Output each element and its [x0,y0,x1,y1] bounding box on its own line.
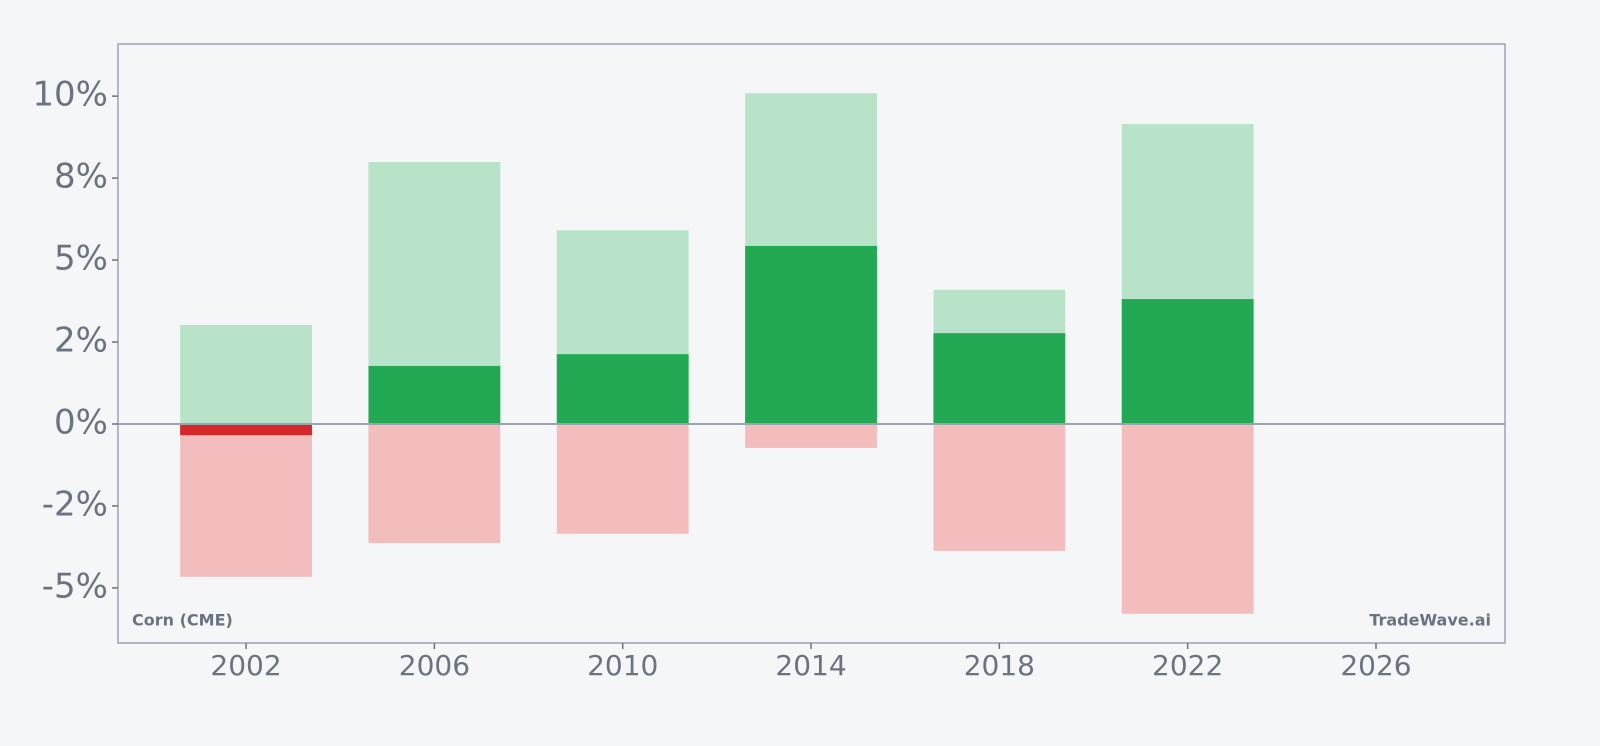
y-tick-label: 8% [54,157,108,197]
bar [368,365,501,424]
y-tick-label: 2% [54,321,108,361]
bar [933,423,1066,551]
x-tick-label: 2010 [587,649,658,682]
bar [180,423,312,577]
annotation: TradeWave.ai [1369,611,1491,630]
bar [1121,299,1254,424]
annotation: Corn (CME) [132,611,233,630]
y-tick-label: -2% [42,484,108,524]
bar [180,423,312,436]
y-tick-label: 10% [32,75,108,115]
y-tick-label: -5% [42,566,108,606]
x-tick-label: 2014 [775,649,846,682]
x-tick-label: 2002 [210,649,281,682]
bar [1121,423,1254,614]
x-tick-label: 2026 [1340,649,1411,682]
bar [556,423,689,534]
bar [745,423,877,448]
y-tick-label: 0% [54,402,108,442]
x-tick-label: 2018 [964,649,1035,682]
x-tick-label: 2006 [399,649,470,682]
bar [933,333,1066,424]
bar [368,423,501,544]
bar [180,324,312,424]
x-tick-label: 2022 [1152,649,1223,682]
bar [745,245,877,424]
y-tick-label: 5% [54,239,108,279]
bar [556,354,689,424]
